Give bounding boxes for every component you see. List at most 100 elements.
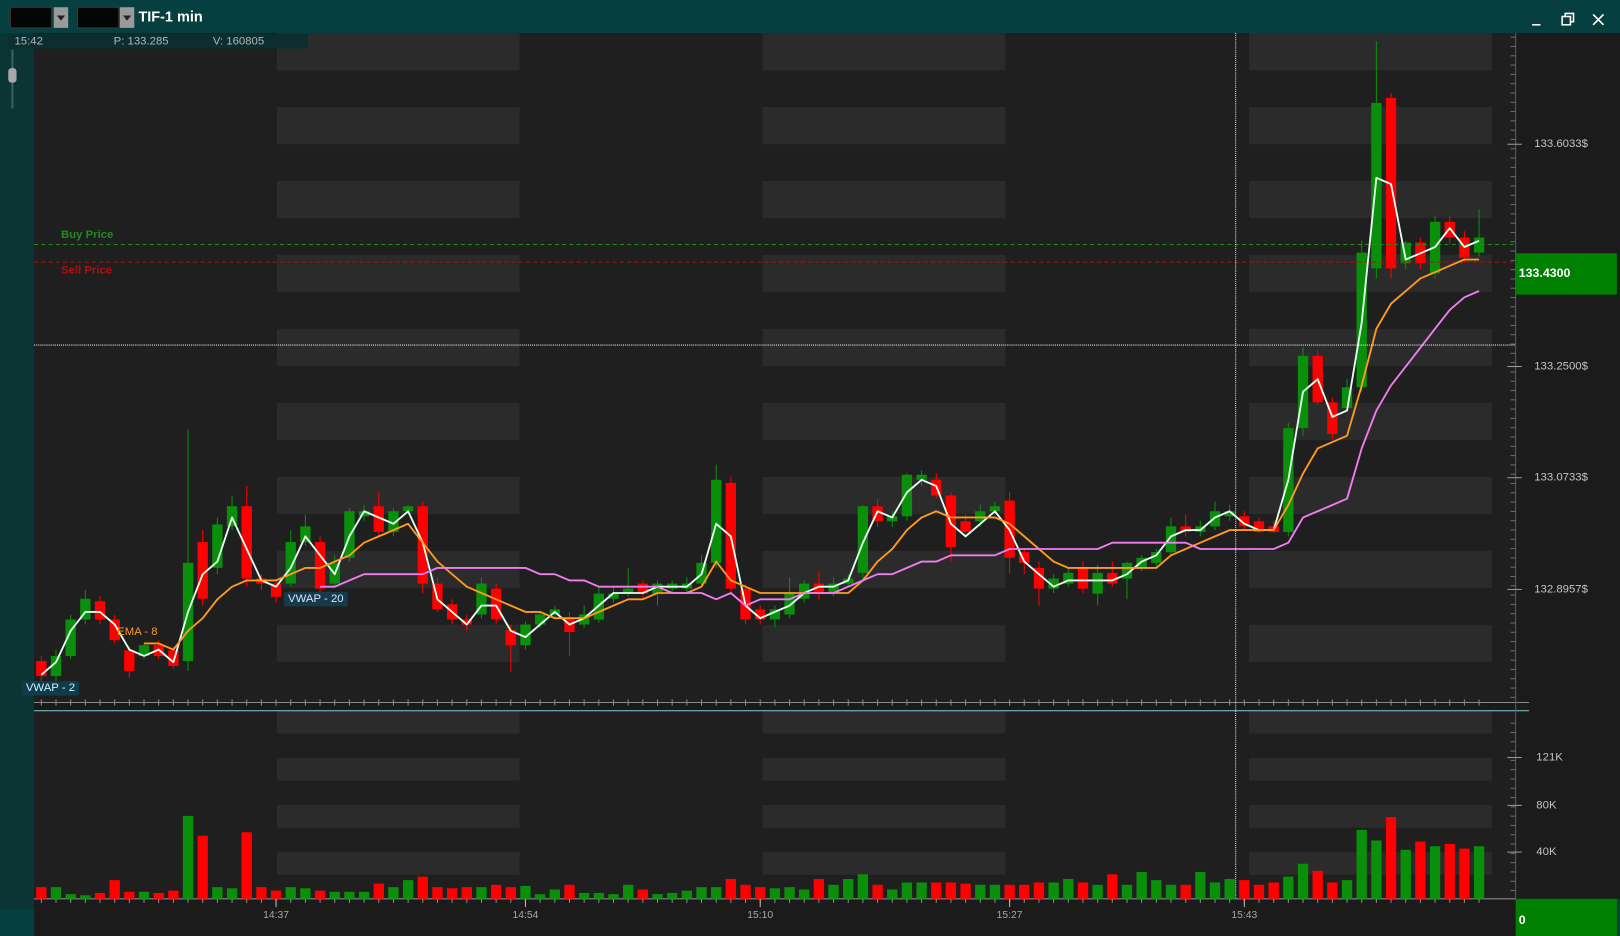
candle-body — [534, 614, 546, 625]
volume-bar — [989, 884, 1001, 899]
volume-bar — [300, 888, 311, 899]
volume-tick-label: 40K — [1536, 846, 1557, 858]
band — [762, 402, 1006, 441]
x-tick-label: 14:54 — [513, 910, 539, 921]
volume-bar — [945, 882, 957, 899]
candle-body — [285, 542, 296, 584]
volume-bar — [520, 885, 531, 899]
indicator-line — [320, 290, 1480, 607]
band — [276, 107, 520, 145]
volume-bar — [622, 884, 634, 899]
level-label: Buy Price — [61, 229, 113, 241]
bands — [276, 33, 1492, 875]
volume-bar — [285, 887, 296, 899]
indicator-line — [40, 176, 1480, 676]
volume-bar — [1356, 829, 1367, 899]
volume-bar — [1297, 863, 1309, 899]
volume-bar — [1444, 843, 1455, 899]
restore-button[interactable] — [1561, 15, 1572, 26]
band — [276, 624, 520, 663]
line-label-box — [283, 591, 348, 607]
x-tick-label: 15:27 — [997, 910, 1023, 921]
candle-body — [784, 593, 795, 615]
volume-bar — [1371, 840, 1382, 899]
volume-bar — [784, 887, 795, 899]
volume-bar — [1121, 884, 1133, 899]
volume-bar — [1004, 884, 1015, 899]
line-label: VWAP - 20 — [288, 593, 344, 605]
candle-body — [1136, 557, 1147, 568]
volume-bar — [813, 878, 825, 899]
volume-bar — [417, 876, 428, 899]
volume-bar — [857, 874, 869, 899]
volume-bar — [1180, 884, 1191, 899]
volume-bar — [490, 884, 502, 899]
volume-bar — [667, 892, 678, 899]
line-label: VWAP - 2 — [26, 682, 75, 694]
volume-bar — [1019, 884, 1030, 899]
band — [762, 624, 1006, 663]
volume-bar — [314, 890, 326, 899]
volume-bar — [124, 891, 135, 899]
candle-body — [1165, 526, 1177, 553]
volume-bar — [931, 882, 942, 899]
interval-dropdown[interactable] — [76, 6, 120, 29]
level-label: Sell Price — [61, 264, 112, 276]
band — [276, 33, 520, 71]
volume-bar — [1092, 884, 1103, 899]
volume-last: 0 — [1519, 913, 1526, 927]
candle-body — [1107, 572, 1118, 584]
band — [276, 476, 520, 515]
candle-body — [168, 650, 179, 667]
candle-body — [520, 624, 531, 646]
candle-body — [300, 526, 311, 543]
candle-body — [622, 588, 634, 594]
right-axis — [1515, 33, 1620, 899]
candle-body — [94, 601, 106, 620]
volume-bar — [153, 892, 164, 899]
band — [1249, 254, 1492, 293]
volume-bar — [241, 832, 252, 899]
volume-bar — [373, 883, 384, 899]
band — [762, 254, 1006, 293]
candle-body — [1048, 578, 1059, 589]
line-label: EMA - 8 — [117, 626, 157, 638]
volume-bar — [1239, 880, 1250, 899]
candle-body — [270, 583, 282, 597]
candle-body — [872, 506, 883, 522]
candle-body — [476, 583, 487, 615]
volume-bar — [80, 895, 91, 899]
band — [1249, 550, 1492, 589]
volume-bar — [755, 887, 766, 899]
candle-body — [314, 542, 326, 589]
candle-body — [138, 645, 150, 656]
candle-body — [505, 630, 516, 646]
volume-bar — [226, 888, 238, 899]
candle-body — [960, 521, 971, 533]
volume-bar — [960, 883, 971, 899]
volume-bar — [1033, 882, 1045, 899]
volume-bar — [256, 887, 267, 899]
candle-body — [755, 609, 766, 620]
candle-body — [857, 506, 869, 573]
candle-body — [212, 524, 223, 568]
scroll-knob[interactable] — [8, 68, 17, 83]
candle-body — [608, 593, 619, 599]
candle-body — [813, 583, 825, 594]
volume-bar — [1473, 846, 1485, 899]
volume-bar — [168, 890, 179, 899]
labels: 132.8957$ 133.0733$ 133.2500$ 133.6033$ 40K 8… — [21, 138, 1617, 921]
symbol-dropdown[interactable] — [9, 6, 53, 29]
volume-bar — [505, 887, 516, 899]
close-button[interactable] — [1592, 13, 1605, 26]
band — [762, 757, 1006, 781]
volume-bar — [329, 891, 340, 899]
volume-bar — [94, 892, 106, 899]
volume-tick-label: 121K — [1536, 751, 1563, 763]
band — [762, 710, 1006, 734]
volume-bar — [711, 887, 722, 899]
last-price-label: 133.4300 — [1519, 266, 1571, 280]
volume-bar — [446, 888, 458, 899]
candle-body — [916, 474, 927, 480]
